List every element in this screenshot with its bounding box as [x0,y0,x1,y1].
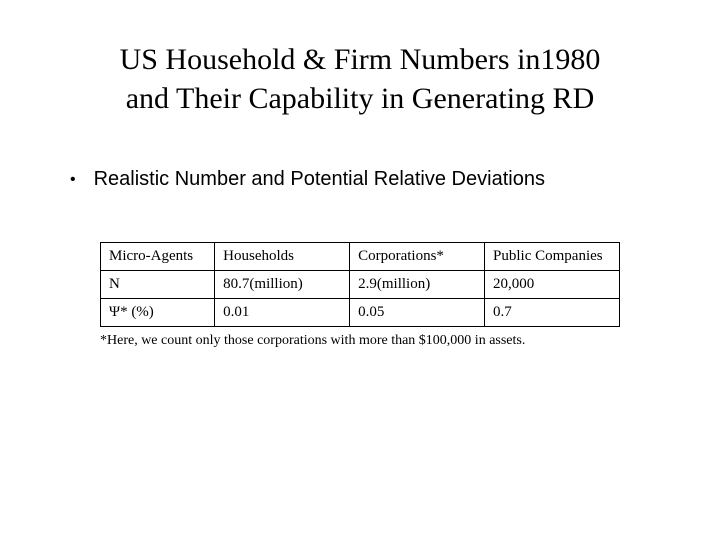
table-cell: Public Companies [485,243,620,271]
bullet-item: • Realistic Number and Potential Relativ… [70,168,670,192]
title-line-1: US Household & Firm Numbers in1980 [120,43,601,76]
table-cell: 0.01 [215,299,350,327]
table-footnote: *Here, we count only those corporations … [100,333,620,349]
data-table: Micro-Agents Households Corporations* Pu… [100,242,620,327]
table-container: Micro-Agents Households Corporations* Pu… [100,242,620,349]
table-cell: 20,000 [485,271,620,299]
table-row: Micro-Agents Households Corporations* Pu… [101,243,620,271]
table-cell: 0.7 [485,299,620,327]
table-cell: Corporations* [350,243,485,271]
table-row: Ψ* (%) 0.01 0.05 0.7 [101,299,620,327]
bullet-text: Realistic Number and Potential Relative … [94,168,545,191]
table-row: N 80.7(million) 2.9(million) 20,000 [101,271,620,299]
bullet-list: • Realistic Number and Potential Relativ… [70,168,670,192]
bullet-marker-icon: • [70,168,76,192]
table-cell: 80.7(million) [215,271,350,299]
table-cell: N [101,271,215,299]
table-cell: Micro-Agents [101,243,215,271]
slide-title: US Household & Firm Numbers in1980 and T… [50,40,670,118]
table-cell: Ψ* (%) [101,299,215,327]
table-cell: Households [215,243,350,271]
title-line-2: and Their Capability in Generating RD [126,82,595,115]
table-cell: 0.05 [350,299,485,327]
table-cell: 2.9(million) [350,271,485,299]
